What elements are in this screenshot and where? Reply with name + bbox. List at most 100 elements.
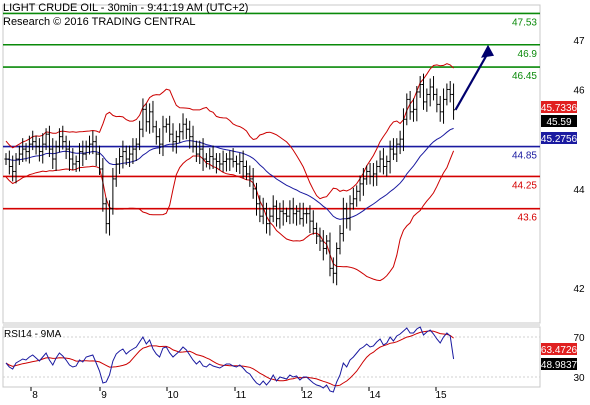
ohlc-bar: [238, 153, 242, 174]
ohlc-bar: [211, 145, 215, 169]
rsi-tag-box: [541, 358, 577, 370]
ohlc-bar: [77, 143, 82, 172]
ohlc-bar: [311, 210, 315, 235]
rsi-tag-label: 63.4726: [541, 345, 578, 356]
ohlc-bar: [164, 118, 168, 133]
ohlc-bar: [191, 125, 195, 153]
ohlc-bar: [428, 78, 432, 107]
ohlc-bar: [121, 140, 125, 169]
rsi-y-tick: 30: [573, 373, 585, 384]
ohlc-bar: [368, 163, 372, 185]
ohlc-bar: [184, 118, 188, 140]
level-label: 44.25: [512, 180, 537, 191]
ohlc-bar: [358, 175, 362, 202]
price-tag-box: [541, 115, 577, 127]
ohlc-bar: [127, 145, 132, 167]
ohlc-bar: [34, 135, 38, 155]
ohlc-bar: [71, 148, 75, 170]
ohlc-bar: [345, 202, 349, 229]
ohlc-bar: [84, 140, 88, 161]
ohlc-bar: [41, 133, 45, 164]
ohlc-bar: [271, 195, 275, 223]
ohlc-bar: [114, 158, 118, 187]
ohlc-bar: [291, 197, 295, 224]
ohlc-bar: [148, 103, 152, 134]
ohlc-bar: [24, 143, 28, 162]
ohlc-bar: [355, 185, 359, 207]
moving-average-line: [5, 127, 454, 220]
ohlc-bar: [331, 257, 335, 284]
ohlc-bar: [37, 138, 41, 162]
price-panel-frame: [2, 4, 541, 324]
ohlc-bar: [415, 85, 419, 122]
ohlc-bar: [87, 135, 92, 155]
ohlc-bar: [144, 103, 148, 132]
ohlc-bar: [208, 148, 212, 170]
ohlc-bar: [91, 130, 95, 155]
rsi-tag-box: [541, 343, 577, 355]
ohlc-bar: [438, 95, 442, 122]
ohlc-bar: [381, 148, 386, 175]
x-tick-label: 14: [369, 390, 381, 400]
ohlc-bar: [104, 197, 108, 234]
ohlc-bar: [61, 125, 65, 150]
ohlc-bar: [111, 167, 115, 215]
ohlc-bar: [21, 138, 25, 163]
ohlc-bar: [388, 140, 392, 174]
ohlc-bar: [301, 202, 305, 227]
rsi-title: RSI14 - 9MA: [4, 329, 62, 340]
chart-title: LIGHT CRUDE OIL - 30min - 9:41:19 AM (UT…: [3, 2, 248, 14]
ohlc-bar: [141, 98, 145, 138]
ohlc-bar: [67, 140, 72, 171]
chart-subtitle: Research © 2016 TRADING CENTRAL: [3, 16, 196, 28]
price-tag-box: [541, 101, 577, 113]
ohlc-bar: [298, 202, 302, 225]
ohlc-bar: [305, 207, 309, 224]
ohlc-bar: [97, 145, 102, 175]
price-tag-label: 45.2756: [541, 134, 578, 145]
ohlc-bar: [151, 100, 155, 133]
ohlc-bar: [244, 160, 249, 180]
ohlc-bar: [134, 138, 138, 162]
price-y-tick: 47: [573, 36, 585, 47]
ohlc-bar: [435, 88, 439, 113]
ohlc-bar: [321, 230, 325, 261]
ohlc-bar: [441, 88, 446, 124]
ohlc-bar: [325, 235, 329, 255]
ohlc-bar: [158, 128, 162, 155]
ohlc-bar: [421, 73, 426, 110]
ohlc-bar: [268, 207, 272, 236]
bollinger-lower-line: [5, 150, 455, 282]
price-tag-box: [541, 132, 577, 144]
ohlc-bar: [294, 205, 299, 226]
ohlc-bar: [101, 158, 105, 212]
ohlc-bar: [264, 202, 269, 234]
ohlc-bar: [188, 120, 192, 149]
ohlc-bar: [171, 123, 175, 152]
ohlc-bar: [218, 153, 222, 170]
ohlc-bar: [448, 81, 452, 103]
x-tick-label: 10: [167, 390, 179, 400]
forecast-arrow-head: [481, 44, 494, 58]
ohlc-bar: [131, 138, 135, 164]
ohlc-bar: [47, 125, 52, 158]
price-tag-label: 45.59: [546, 117, 571, 128]
ohlc-bar: [31, 130, 35, 151]
ohlc-bar: [27, 135, 31, 164]
ohlc-bar: [451, 83, 456, 120]
x-tick-label: 12: [301, 390, 313, 400]
price-y-tick: 44: [573, 185, 585, 196]
ohlc-bar: [181, 113, 185, 140]
ohlc-bar: [431, 76, 436, 101]
ohlc-bar: [54, 140, 58, 171]
ohlc-bar: [7, 150, 11, 175]
ohlc-bar: [391, 138, 396, 161]
ohlc-bar: [234, 155, 239, 172]
ohlc-bar: [401, 108, 406, 152]
rsi-y-tick: 70: [573, 333, 585, 344]
ohlc-bar: [228, 150, 232, 171]
ohlc-bar: [51, 138, 55, 169]
ohlc-bar: [261, 197, 265, 225]
ohlc-bar: [365, 165, 369, 185]
